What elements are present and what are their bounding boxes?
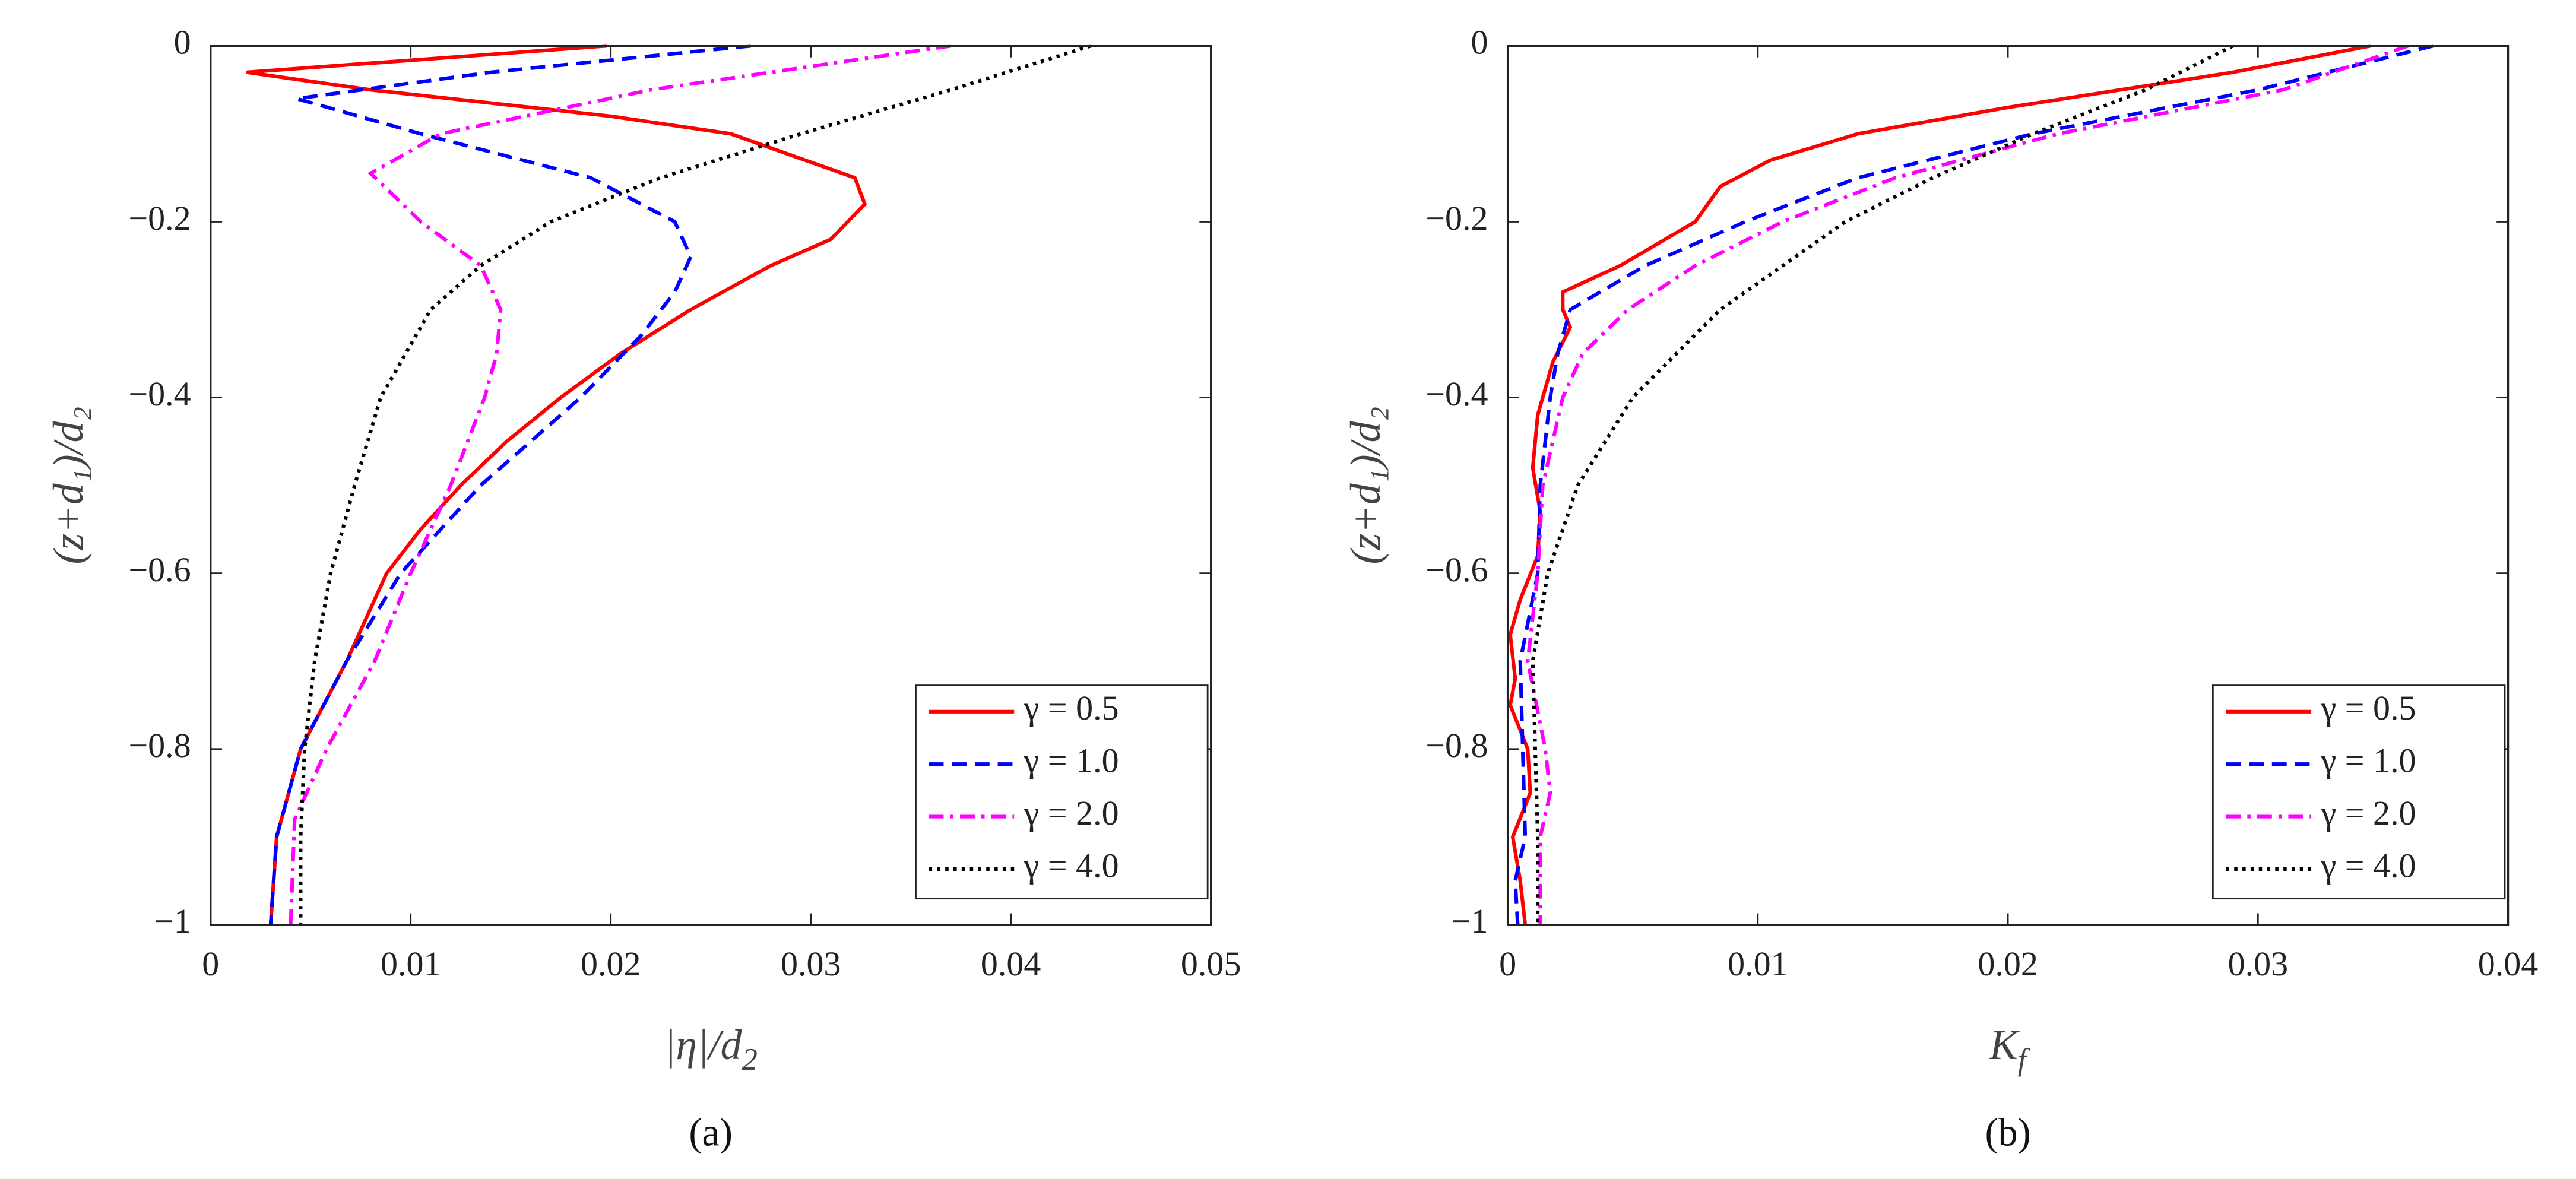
x-tick-label: 0.04 <box>2478 945 2539 983</box>
legend-label: γ = 4.0 <box>2321 846 2416 885</box>
y-tick-label: −0.8 <box>1425 726 1488 765</box>
y-tick-label: −0.2 <box>1425 199 1488 237</box>
data-line <box>1526 44 2409 925</box>
y-tick-label: −0.4 <box>128 375 191 413</box>
legend-label: γ = 1.0 <box>1024 741 1119 779</box>
x-tick-label: 0.01 <box>1728 945 1788 983</box>
legend-label: γ = 4.0 <box>1024 846 1119 885</box>
data-line <box>1531 44 2234 925</box>
x-axis-label-sub: 2 <box>742 1042 758 1077</box>
y-tick-label: −1 <box>154 902 191 940</box>
x-axis-label-main: |η|/d <box>664 1021 743 1069</box>
y-axis-label: (z+d₁)/d₂ <box>45 407 92 565</box>
legend-label: γ = 2.0 <box>2321 794 2416 832</box>
x-tick-label: 0 <box>202 945 219 983</box>
axes-box <box>1506 45 2510 926</box>
x-tick-label: 0.01 <box>381 945 441 983</box>
y-axis-label: (z+d₁)/d₂ <box>1342 407 1389 565</box>
y-tick-label: −0.2 <box>128 199 191 237</box>
legend-label: γ = 0.5 <box>2321 689 2416 727</box>
legend-box <box>2211 684 2506 900</box>
panel-label: (a) <box>689 1111 733 1154</box>
x-tick-label: 0.02 <box>581 945 641 983</box>
y-tick-label: −0.8 <box>128 726 191 765</box>
y-tick-label: −0.4 <box>1425 375 1488 413</box>
data-line <box>246 44 867 926</box>
x-axis-label-sub: f <box>2018 1042 2030 1077</box>
y-tick-label: 0 <box>1471 23 1488 62</box>
y-tick-label: 0 <box>174 23 191 62</box>
x-axis-label: Kf <box>1989 1021 2030 1077</box>
x-tick-label: 0.03 <box>781 945 841 983</box>
y-tick-label: −1 <box>1452 902 1488 940</box>
x-tick-label: 0.03 <box>2228 945 2289 983</box>
legend-label: γ = 1.0 <box>2321 741 2416 779</box>
x-tick-label: 0.05 <box>1181 945 1241 983</box>
data-line <box>299 44 1092 925</box>
legend-label: γ = 0.5 <box>1024 689 1119 727</box>
x-axis-label-main: K <box>1989 1021 2020 1069</box>
x-tick-label: 0.04 <box>981 945 1041 983</box>
data-line <box>268 44 751 926</box>
x-tick-label: 0 <box>1499 945 1516 983</box>
data-line <box>1513 44 2434 926</box>
x-axis-label: |η|/d2 <box>664 1021 758 1077</box>
y-tick-label: −0.6 <box>128 550 191 589</box>
axes-box <box>210 45 1212 926</box>
legend-box <box>915 684 1209 900</box>
legend-label: γ = 2.0 <box>1024 794 1119 832</box>
data-line <box>1508 44 2371 926</box>
panel-label: (b) <box>1985 1111 2030 1154</box>
y-tick-label: −0.6 <box>1425 550 1488 589</box>
x-tick-label: 0.02 <box>1978 945 2038 983</box>
